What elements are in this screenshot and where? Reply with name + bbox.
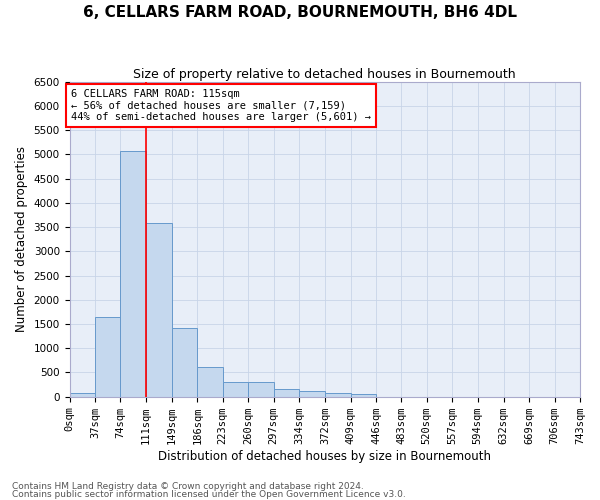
Bar xyxy=(197,367,223,396)
Bar xyxy=(223,382,248,396)
Bar xyxy=(146,223,172,396)
Text: 6 CELLARS FARM ROAD: 115sqm
← 56% of detached houses are smaller (7,159)
44% of : 6 CELLARS FARM ROAD: 115sqm ← 56% of det… xyxy=(71,89,371,122)
Bar xyxy=(172,328,197,396)
Text: 6, CELLARS FARM ROAD, BOURNEMOUTH, BH6 4DL: 6, CELLARS FARM ROAD, BOURNEMOUTH, BH6 4… xyxy=(83,5,517,20)
Text: Contains public sector information licensed under the Open Government Licence v3: Contains public sector information licen… xyxy=(12,490,406,499)
Text: Contains HM Land Registry data © Crown copyright and database right 2024.: Contains HM Land Registry data © Crown c… xyxy=(12,482,364,491)
Bar xyxy=(70,394,95,396)
Bar xyxy=(121,151,146,396)
Bar xyxy=(350,394,376,396)
Bar xyxy=(274,389,299,396)
Bar xyxy=(95,316,121,396)
Title: Size of property relative to detached houses in Bournemouth: Size of property relative to detached ho… xyxy=(133,68,516,80)
X-axis label: Distribution of detached houses by size in Bournemouth: Distribution of detached houses by size … xyxy=(158,450,491,462)
Bar xyxy=(248,382,274,396)
Bar xyxy=(299,392,325,396)
Bar xyxy=(325,393,350,396)
Y-axis label: Number of detached properties: Number of detached properties xyxy=(15,146,28,332)
